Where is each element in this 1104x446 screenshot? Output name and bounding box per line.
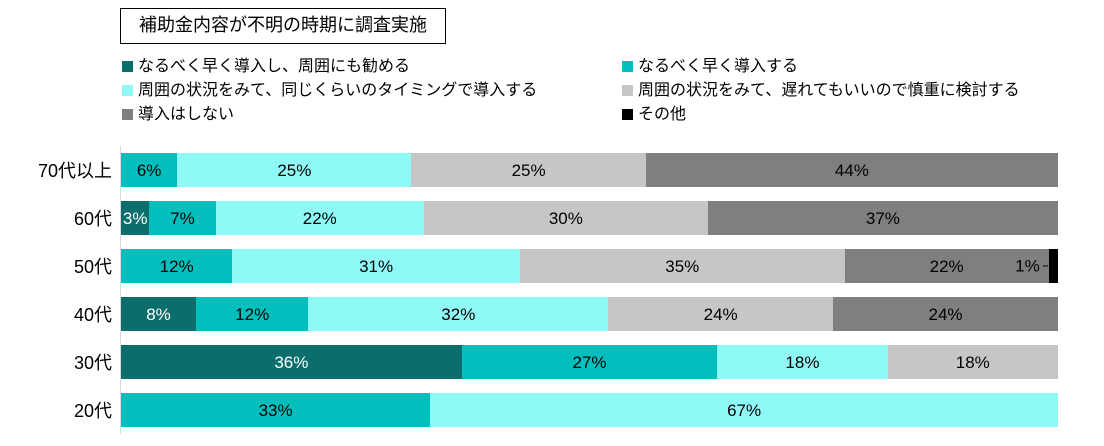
bar-segment: 67% <box>430 393 1058 427</box>
bar-segment-value: 6% <box>136 160 162 180</box>
bar-segment-value: 67% <box>727 400 762 420</box>
legend-label: その他 <box>638 106 687 124</box>
bar-segment-value: 37% <box>865 208 900 228</box>
chart-row: 50代 12% 31% 35% 22% 1% <box>0 242 1104 290</box>
legend-label: なるべく早く導入する <box>638 58 799 75</box>
bar-track: 33% 67% <box>120 386 1058 434</box>
bar-segment: 33% <box>121 393 431 427</box>
stacked-bar: 33% 67% <box>121 393 1058 427</box>
bar-segment-value: 27% <box>572 352 607 372</box>
bar-segment: 18% <box>887 345 1058 379</box>
bar-segment: 12% <box>121 249 233 283</box>
bar-segment: 32% <box>308 297 609 331</box>
bar-segment-value: 22% <box>302 208 337 228</box>
bar-segment: 36% <box>121 345 462 379</box>
legend-swatch-icon <box>122 109 133 121</box>
bar-segment-value: 24% <box>703 304 738 324</box>
chart-row: 60代 3% 7% 22% 30% 37% <box>0 194 1104 242</box>
bar-segment-value: 12% <box>235 304 270 324</box>
legend-label: なるべく早く導入し、周囲にも勧める <box>138 58 411 75</box>
chart-title-box: 補助金内容が不明の時期に調査実施 <box>120 8 446 44</box>
bar-segment-value: 25% <box>511 160 546 180</box>
legend-swatch-icon <box>622 85 633 97</box>
legend-swatch-icon <box>622 61 633 73</box>
bar-segment: 24% <box>833 297 1058 331</box>
stacked-bar: 6% 25% 25% 44% <box>121 153 1058 187</box>
bar-segment-value: 33% <box>258 400 293 420</box>
legend-item-0: なるべく早く導入し、周囲にも勧める <box>122 57 622 76</box>
bar-segment: 24% <box>608 297 834 331</box>
bar-track: 3% 7% 22% 30% 37% <box>120 194 1058 242</box>
chart-row: 30代 36% 27% 18% 18% <box>0 338 1104 386</box>
bar-segment: 27% <box>461 345 718 379</box>
legend-swatch-icon <box>622 109 633 121</box>
bar-segment: 18% <box>717 345 888 379</box>
bar-segment-value: 1% <box>1015 258 1048 275</box>
bar-segment-value: 31% <box>359 256 394 276</box>
bar-track: 6% 25% 25% 44% <box>120 146 1058 194</box>
bar-track: 36% 27% 18% 18% <box>120 338 1058 386</box>
bar-track: 12% 31% 35% 22% 1% <box>120 242 1058 290</box>
bar-segment: 37% <box>707 201 1058 235</box>
legend-item-1: なるべく早く導入する <box>622 57 1020 76</box>
category-label: 20代 <box>73 401 112 421</box>
stacked-bar: 3% 7% 22% 30% 37% <box>121 201 1058 235</box>
bar-segment-value: 44% <box>834 160 869 180</box>
bar-segment: 25% <box>411 153 646 187</box>
legend-swatch-icon <box>122 85 133 97</box>
stacked-bar: 36% 27% 18% 18% <box>121 345 1058 379</box>
stacked-bar: 8% 12% 32% 24% 24% <box>121 297 1058 331</box>
bar-segment: 22% <box>215 201 424 235</box>
category-label: 40代 <box>73 305 112 325</box>
bar-segment-value: 8% <box>146 304 171 324</box>
legend-item-5: その他 <box>622 105 1020 124</box>
bar-track: 8% 12% 32% 24% 24% <box>120 290 1058 338</box>
bar-segment-value: 24% <box>928 304 963 324</box>
legend-item-4: 導入はしない <box>122 105 622 124</box>
legend-label: 周囲の状況をみて、遅れてもいいので慎重に検討する <box>638 82 1020 100</box>
legend-item-3: 周囲の状況をみて、遅れてもいいので慎重に検討する <box>622 81 1020 100</box>
category-label: 50代 <box>73 257 112 277</box>
bar-segment: 44% <box>645 153 1058 187</box>
stacked-bar: 12% 31% 35% 22% 1% <box>121 249 1058 283</box>
bar-segment-value: 18% <box>785 352 820 372</box>
bar-segment-value: 32% <box>441 304 476 324</box>
category-label: 70代以上 <box>37 161 112 181</box>
category-label: 30代 <box>73 353 112 373</box>
legend-swatch-icon <box>122 61 133 73</box>
chart-row: 20代 33% 67% <box>0 386 1104 434</box>
bar-segment: 1% <box>1015 249 1058 283</box>
bar-segment-value: 22% <box>929 256 964 276</box>
chart-legend: なるべく早く導入し、周囲にも勧める なるべく早く導入する周囲の状況をみて、同じくら… <box>122 57 1020 125</box>
bar-segment-value: 30% <box>548 208 583 228</box>
bar-segment-value: 35% <box>665 256 700 276</box>
bar-segment: 6% <box>121 153 178 187</box>
category-label: 60代 <box>73 209 112 229</box>
bar-segment-value: 3% <box>122 208 148 228</box>
bar-segment: 31% <box>232 249 520 283</box>
bar-segment: 3% <box>121 201 150 235</box>
bar-segment: 7% <box>149 201 216 235</box>
bar-segment: 30% <box>423 201 708 235</box>
bar-segment-value: 36% <box>274 352 309 372</box>
legend-item-2: 周囲の状況をみて、同じくらいのタイミングで導入する <box>122 81 622 100</box>
bar-segment: 12% <box>195 297 309 331</box>
chart-row: 40代 8% 12% 32% 24% 24% <box>0 290 1104 338</box>
chart-row: 70代以上 6% 25% 25% 44% <box>0 146 1104 194</box>
bar-segment: 35% <box>519 249 845 283</box>
stacked-bar-chart: 70代以上 6% 25% 25% 44% 60代 3% 7% 22% 30% 37% 50代 12% 31… <box>0 146 1104 434</box>
bar-segment: 25% <box>177 153 412 187</box>
legend-label: 周囲の状況をみて、同じくらいのタイミングで導入する <box>138 82 538 100</box>
bar-segment: 8% <box>121 297 196 331</box>
legend-label: 導入はしない <box>138 106 235 124</box>
bar-segment-value: 25% <box>277 160 312 180</box>
bar-segment-value: 7% <box>170 208 195 228</box>
bar-segment-value: 18% <box>955 352 990 372</box>
bar-segment-value: 12% <box>159 256 194 276</box>
